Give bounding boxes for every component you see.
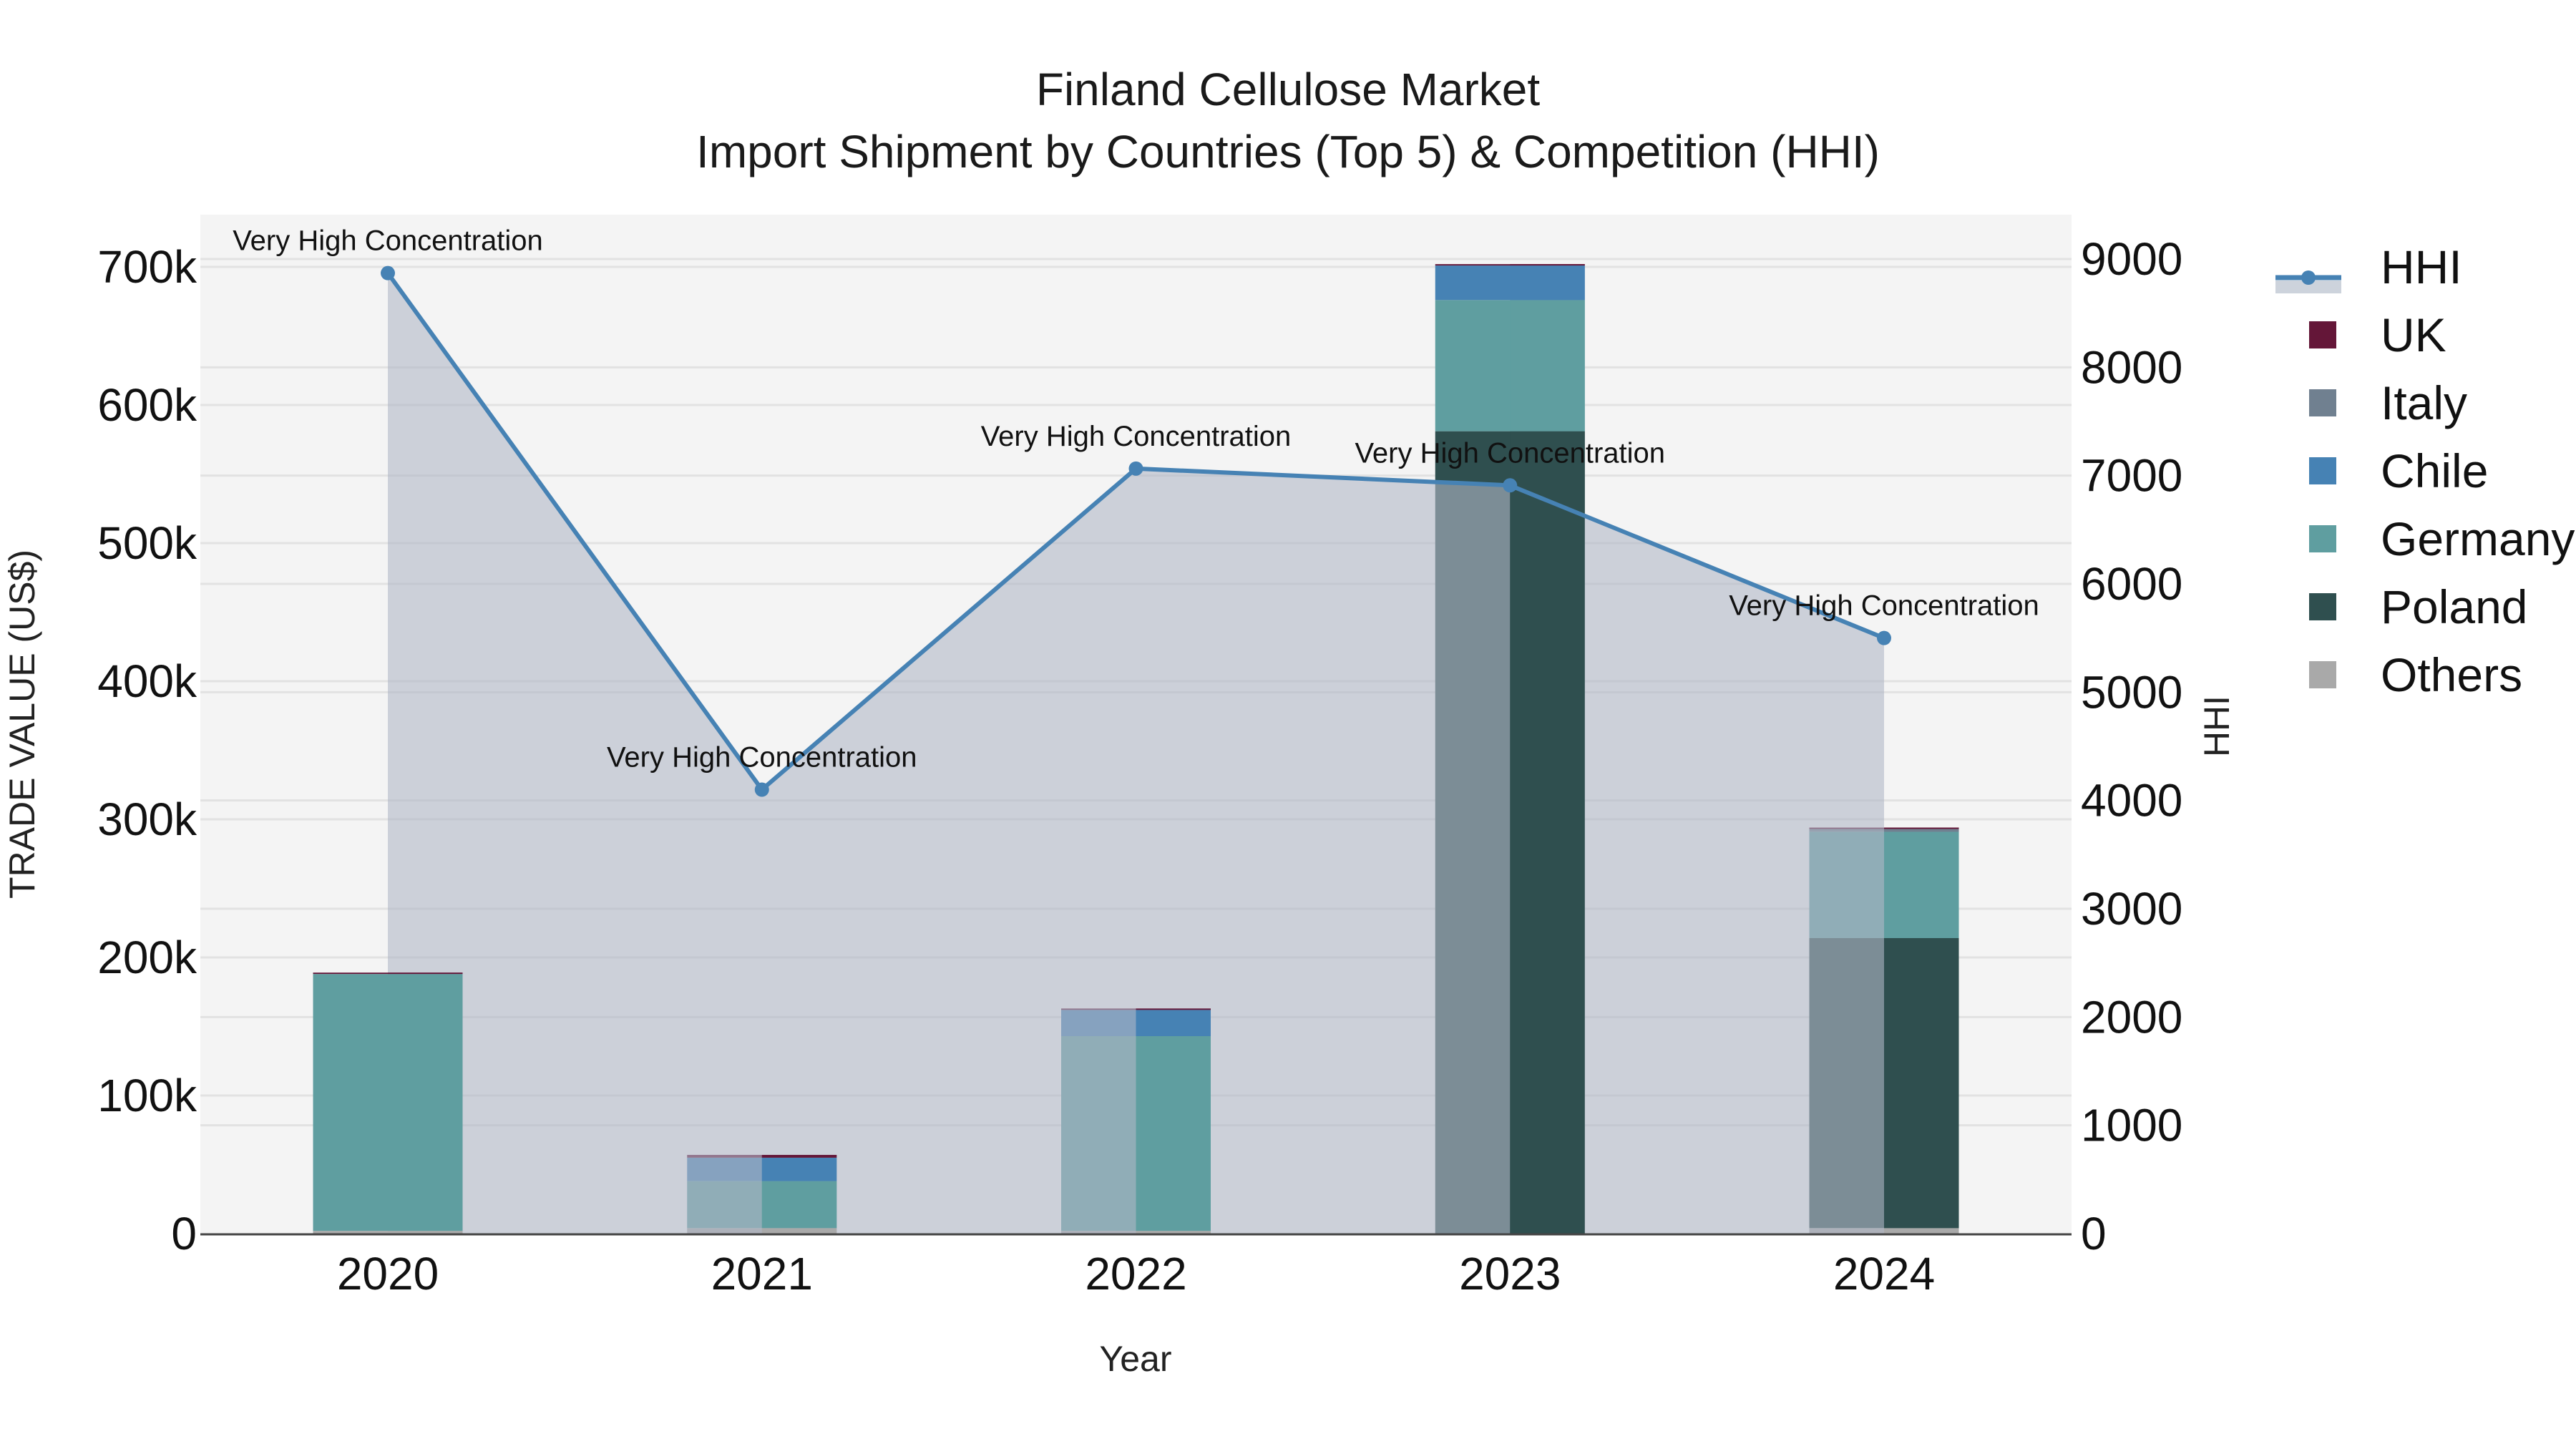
bar-segment-right-germany — [1884, 831, 1959, 938]
hhi-annotation: Very High Concentration — [233, 225, 543, 257]
legend: HHI UK Italy Chile Germany Poland Others — [2275, 233, 2575, 708]
y-right-tick-label: 8000 — [2081, 341, 2182, 393]
hhi-marker — [1128, 461, 1143, 476]
bars-overlay-layer — [388, 264, 1959, 1234]
y-left-ticks: 0 100k 200k 300k 400k 500k 600k 700k — [97, 241, 197, 1259]
x-tick-label: 2022 — [1085, 1248, 1186, 1299]
hhi-marker — [1877, 630, 1891, 645]
legend-label: Poland — [2381, 580, 2528, 633]
hhi-annotation: Very High Concentration — [1355, 437, 1665, 469]
annotations: Very High Concentration Very High Concent… — [233, 225, 2039, 774]
bar-segment-right-uk — [388, 972, 463, 975]
y-left-tick-label: 500k — [97, 517, 197, 569]
legend-item-others[interactable]: Others — [2275, 640, 2575, 708]
hhi-marker — [754, 782, 769, 797]
y-right-tick-label: 4000 — [2081, 775, 2182, 826]
bar-segment-right-uk — [1136, 1008, 1211, 1010]
bar-segment-right-others — [1884, 1228, 1959, 1234]
legend-label: Italy — [2381, 376, 2468, 429]
hhi-annotation: Very High Concentration — [607, 742, 917, 774]
bar-segment-right-chile — [761, 1157, 837, 1181]
x-tick-label: 2023 — [1459, 1248, 1561, 1299]
y-right-tick-label: 2000 — [2081, 991, 2182, 1043]
bar-segment-right-others — [388, 1231, 463, 1234]
bar-segment-right-poland — [1884, 937, 1959, 1229]
y-left-tick-label: 200k — [97, 932, 197, 983]
hhi-marker — [1503, 478, 1518, 493]
bar-segment-right-others — [1136, 1231, 1211, 1234]
uk-swatch-icon — [2309, 321, 2336, 348]
x-tick-label: 2024 — [1833, 1248, 1935, 1299]
bar-segment-right-germany — [761, 1181, 837, 1229]
poland-swatch-icon — [2309, 592, 2336, 620]
bar-segment-right-uk — [761, 1154, 837, 1158]
hhi-line-icon — [2275, 253, 2341, 293]
bar-segment-right-poland — [1510, 431, 1585, 1234]
y-right-tick-label: 1000 — [2081, 1100, 2182, 1151]
x-axis-title: Year — [1099, 1339, 1171, 1379]
legend-item-chile[interactable]: Chile — [2275, 436, 2575, 504]
legend-item-italy[interactable]: Italy — [2275, 369, 2575, 436]
bar-segment-right-chile — [1136, 1010, 1211, 1037]
y-right-tick-label: 7000 — [2081, 450, 2182, 502]
legend-label: HHI — [2381, 240, 2462, 293]
bar-segment-right-germany — [388, 974, 463, 1231]
y-right-axis-title: HHI — [2197, 696, 2237, 757]
y-left-tick-label: 100k — [97, 1070, 197, 1121]
hhi-marker — [381, 265, 395, 280]
x-ticks: 2020 2021 2022 2023 2024 — [337, 1248, 1935, 1299]
chile-swatch-icon — [2309, 457, 2336, 484]
legend-label: UK — [2381, 308, 2446, 361]
y-right-tick-label: 6000 — [2081, 558, 2182, 610]
y-right-tick-label: 9000 — [2081, 233, 2182, 285]
y-right-tick-label: 0 — [2081, 1208, 2107, 1259]
hhi-line — [381, 265, 1891, 797]
bar-segment-right-germany — [1136, 1036, 1211, 1231]
legend-item-hhi[interactable]: HHI — [2275, 233, 2575, 301]
legend-label: Germany — [2381, 512, 2575, 565]
bar-segment-right-uk — [1510, 264, 1585, 266]
chart-title-line2: Import Shipment by Countries (Top 5) & C… — [696, 126, 1880, 177]
y-left-tick-label: 700k — [97, 241, 197, 293]
bar-segment-right-chile — [1510, 265, 1585, 301]
bar-segment-right-italy — [1884, 829, 1959, 832]
y-right-tick-label: 5000 — [2081, 666, 2182, 718]
y-right-tick-label: 3000 — [2081, 883, 2182, 935]
x-tick-label: 2020 — [337, 1248, 439, 1299]
hhi-annotation: Very High Concentration — [981, 421, 1292, 452]
y-left-tick-label: 600k — [97, 379, 197, 431]
hhi-annotation: Very High Concentration — [1729, 590, 2039, 622]
legend-label: Others — [2381, 648, 2523, 701]
y-left-tick-label: 400k — [97, 655, 197, 707]
chart-title-line1: Finland Cellulose Market — [1035, 64, 1541, 115]
legend-item-germany[interactable]: Germany — [2275, 504, 2575, 572]
bar-segment-right-germany — [1510, 300, 1585, 431]
y-left-axis-title: TRADE VALUE (US$) — [2, 550, 42, 899]
y-right-ticks: 0 1000 2000 3000 4000 5000 6000 7000 8000 9000 — [2081, 233, 2182, 1259]
bar-segment-right-others — [761, 1228, 837, 1234]
others-swatch-icon — [2309, 660, 2336, 688]
germany-swatch-icon — [2309, 525, 2336, 552]
y-left-tick-label: 300k — [97, 794, 197, 845]
x-tick-label: 2021 — [711, 1248, 813, 1299]
y-left-tick-label: 0 — [171, 1208, 197, 1259]
legend-label: Chile — [2381, 444, 2489, 497]
italy-swatch-icon — [2309, 389, 2336, 416]
legend-item-uk[interactable]: UK — [2275, 301, 2575, 369]
legend-item-poland[interactable]: Poland — [2275, 572, 2575, 640]
bar-segment-right-uk — [1884, 827, 1959, 829]
